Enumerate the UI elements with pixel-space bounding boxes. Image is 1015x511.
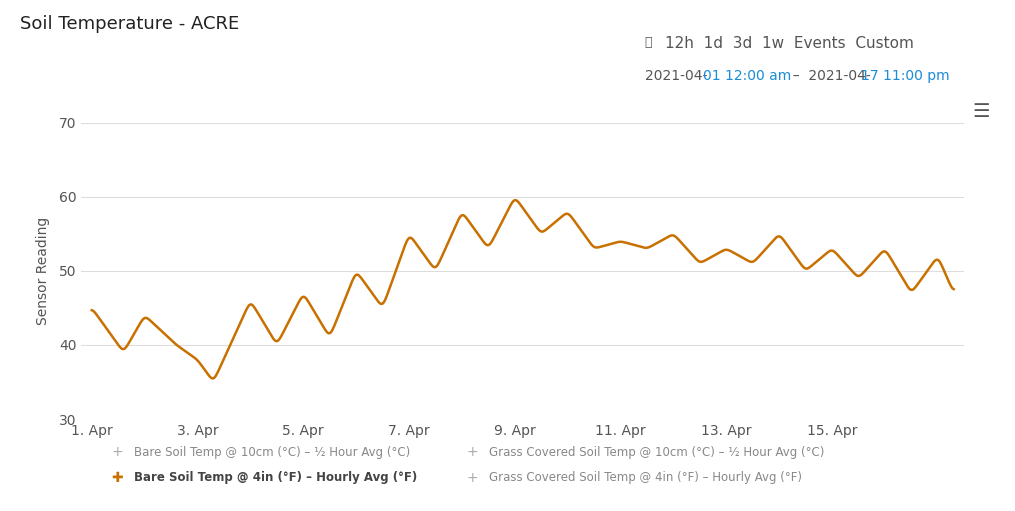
Text: 📅: 📅 <box>645 36 652 49</box>
Text: –  2021-04-: – 2021-04- <box>784 69 870 83</box>
Text: Grass Covered Soil Temp @ 10cm (°C) – ½ Hour Avg (°C): Grass Covered Soil Temp @ 10cm (°C) – ½ … <box>489 446 824 459</box>
Text: 2021-04-: 2021-04- <box>645 69 706 83</box>
Text: 01 12:00 am: 01 12:00 am <box>703 69 792 83</box>
Text: ✚: ✚ <box>112 471 123 485</box>
Text: Soil Temperature - ACRE: Soil Temperature - ACRE <box>20 15 240 33</box>
Text: +: + <box>467 471 478 485</box>
Text: Grass Covered Soil Temp @ 4in (°F) – Hourly Avg (°F): Grass Covered Soil Temp @ 4in (°F) – Hou… <box>489 471 802 484</box>
Text: Bare Soil Temp @ 10cm (°C) – ½ Hour Avg (°C): Bare Soil Temp @ 10cm (°C) – ½ Hour Avg … <box>134 446 410 459</box>
Text: ☰: ☰ <box>972 102 990 121</box>
Y-axis label: Sensor Reading: Sensor Reading <box>37 217 51 325</box>
Text: +: + <box>112 445 123 459</box>
Text: 17 11:00 pm: 17 11:00 pm <box>861 69 949 83</box>
Text: Bare Soil Temp @ 4in (°F) – Hourly Avg (°F): Bare Soil Temp @ 4in (°F) – Hourly Avg (… <box>134 471 417 484</box>
Text: +: + <box>467 445 478 459</box>
Text: 12h  1d  3d  1w  Events  Custom: 12h 1d 3d 1w Events Custom <box>665 36 914 51</box>
